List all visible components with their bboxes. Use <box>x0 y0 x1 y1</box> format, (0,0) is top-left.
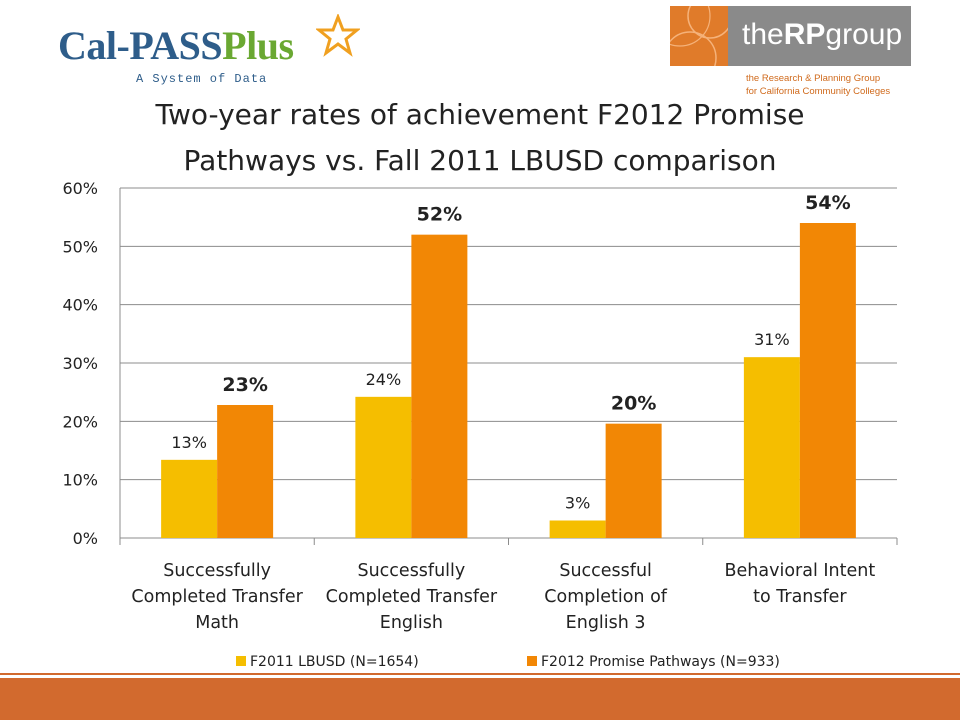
category-label: English 3 <box>566 613 646 633</box>
rp-logo-subtitle-1: the Research & Planning Group <box>746 73 881 84</box>
data-label: 20% <box>611 393 656 415</box>
category-label: Completion of <box>544 587 668 607</box>
bar <box>217 405 274 538</box>
rp-logo-mark <box>670 6 728 66</box>
y-tick-label: 10% <box>62 471 98 490</box>
y-tick-label: 20% <box>62 412 98 431</box>
data-label: 24% <box>366 370 402 389</box>
y-tick-label: 60% <box>62 179 98 198</box>
bar <box>799 223 856 538</box>
legend-swatch <box>236 656 246 666</box>
category-label: to Transfer <box>753 587 847 607</box>
category-label: Successful <box>559 561 652 581</box>
bar <box>161 459 218 538</box>
bar <box>355 396 412 538</box>
y-tick-label: 0% <box>73 529 98 548</box>
rp-arcs-icon <box>670 6 728 66</box>
category-label: Math <box>195 613 239 633</box>
y-tick-label: 30% <box>62 354 98 373</box>
category-label: Behavioral Intent <box>725 561 876 581</box>
category-label: English <box>380 613 443 633</box>
rp-logo-box: theRPgroup <box>670 6 911 66</box>
rp-logo-name: theRPgroup <box>742 18 903 51</box>
footer-divider <box>0 673 960 675</box>
data-label: 23% <box>222 374 267 396</box>
category-label: Completed Transfer <box>131 587 303 607</box>
bar <box>549 520 606 538</box>
legend-label: F2012 Promise Pathways (N=933) <box>541 654 780 670</box>
bar <box>743 357 800 538</box>
legend-label: F2011 LBUSD (N=1654) <box>250 654 419 670</box>
y-tick-label: 50% <box>62 237 98 256</box>
data-label: 13% <box>171 433 207 452</box>
chart-title-line-2: Pathways vs. Fall 2011 LBUSD comparison <box>183 144 777 177</box>
footer-bar <box>0 678 960 720</box>
data-label: 3% <box>565 494 590 513</box>
category-label: Successfully <box>163 561 271 581</box>
rp-group-logo: theRPgroup the Research & Planning Group… <box>670 6 915 102</box>
star-icon <box>316 14 360 57</box>
data-label: 54% <box>805 192 850 214</box>
rp-logo-subtitle-2: for California Community Colleges <box>746 86 891 97</box>
calpass-logo-text: Cal-PASSPlus <box>58 23 294 68</box>
calpass-tagline: A System of Data <box>136 72 268 86</box>
chart-title-line-1: Two-year rates of achievement F2012 Prom… <box>155 98 805 131</box>
calpass-logo: Cal-PASSPlus A System of Data <box>58 14 360 94</box>
bar <box>411 234 468 538</box>
y-tick-label: 40% <box>62 296 98 315</box>
bar <box>605 423 662 538</box>
data-label: 31% <box>754 330 790 349</box>
category-label: Successfully <box>357 561 465 581</box>
data-label: 52% <box>417 204 462 226</box>
chart-title: Two-year rates of achievement F2012 Prom… <box>80 92 880 184</box>
legend-swatch <box>527 656 537 666</box>
category-label: Completed Transfer <box>326 587 498 607</box>
